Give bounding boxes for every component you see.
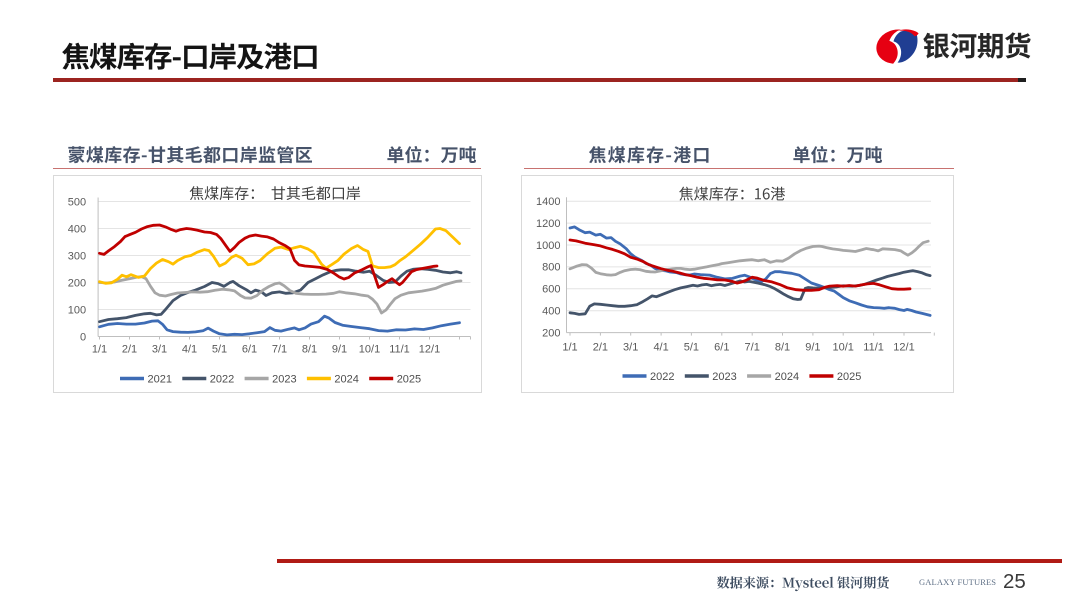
svg-text:10/1: 10/1: [359, 344, 380, 356]
svg-text:2/1: 2/1: [122, 344, 137, 356]
svg-text:400: 400: [68, 223, 86, 235]
svg-text:2021: 2021: [148, 374, 172, 386]
svg-text:3/1: 3/1: [623, 342, 638, 354]
svg-text:1000: 1000: [536, 240, 560, 252]
svg-text:2025: 2025: [837, 371, 861, 383]
svg-text:7/1: 7/1: [272, 344, 287, 356]
svg-text:6/1: 6/1: [714, 342, 729, 354]
svg-text:7/1: 7/1: [745, 342, 760, 354]
svg-text:4/1: 4/1: [653, 342, 668, 354]
svg-text:11/1: 11/1: [863, 342, 884, 354]
svg-text:1/1: 1/1: [92, 344, 107, 356]
svg-text:2023: 2023: [712, 371, 736, 383]
svg-text:6/1: 6/1: [242, 344, 257, 356]
svg-text:1/1: 1/1: [562, 342, 577, 354]
svg-text:200: 200: [542, 327, 560, 339]
svg-text:100: 100: [68, 304, 86, 316]
svg-text:12/1: 12/1: [419, 344, 440, 356]
svg-text:2/1: 2/1: [593, 342, 608, 354]
svg-text:2023: 2023: [272, 374, 296, 386]
svg-text:5/1: 5/1: [212, 344, 227, 356]
svg-text:2022: 2022: [210, 374, 234, 386]
svg-text:12/1: 12/1: [893, 342, 914, 354]
svg-text:10/1: 10/1: [832, 342, 853, 354]
svg-text:3/1: 3/1: [152, 344, 167, 356]
svg-text:11/1: 11/1: [389, 344, 410, 356]
svg-text:8/1: 8/1: [775, 342, 790, 354]
svg-text:600: 600: [542, 284, 560, 296]
svg-text:1200: 1200: [536, 218, 560, 230]
svg-text:0: 0: [80, 331, 86, 343]
svg-text:300: 300: [68, 250, 86, 262]
svg-text:2024: 2024: [334, 374, 358, 386]
svg-text:500: 500: [68, 196, 86, 208]
svg-text:4/1: 4/1: [182, 344, 197, 356]
svg-text:1400: 1400: [536, 196, 560, 208]
svg-text:200: 200: [68, 277, 86, 289]
svg-text:9/1: 9/1: [805, 342, 820, 354]
svg-text:2024: 2024: [775, 371, 799, 383]
svg-text:8/1: 8/1: [302, 344, 317, 356]
svg-text:9/1: 9/1: [332, 344, 347, 356]
svg-text:5/1: 5/1: [684, 342, 699, 354]
svg-text:400: 400: [542, 306, 560, 318]
svg-text:800: 800: [542, 262, 560, 274]
svg-text:2025: 2025: [397, 374, 421, 386]
svg-text:2022: 2022: [650, 371, 674, 383]
